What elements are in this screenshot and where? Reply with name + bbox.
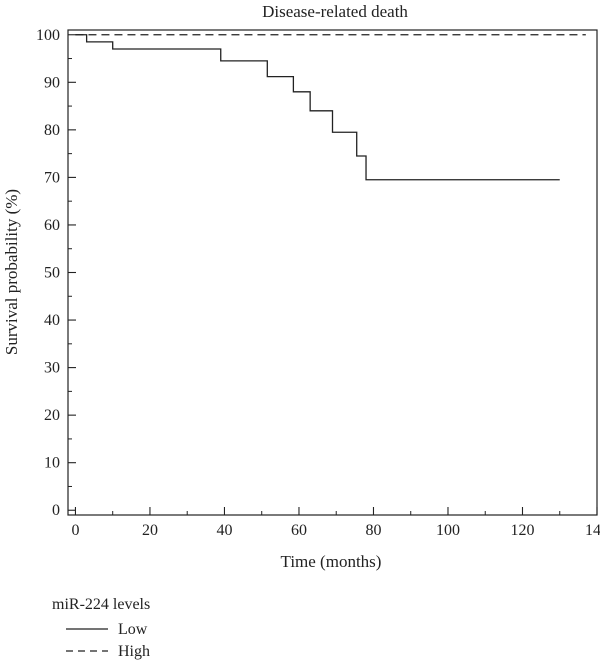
x-tick-label: 60 [291, 522, 307, 539]
x-tick-label: 120 [510, 522, 534, 539]
legend-label-low: Low [118, 621, 148, 638]
x-tick-labels: 0 20 40 60 80 100 120 140 [71, 522, 600, 539]
x-tick-label: 100 [436, 522, 460, 539]
y-tick-label: 80 [44, 122, 60, 139]
y-tick-label: 90 [44, 74, 60, 91]
y-axis-label: Survival probability (%) [2, 189, 21, 355]
axis-ticks [68, 34, 598, 515]
x-axis-label: Time (months) [281, 552, 382, 571]
y-tick-label: 50 [44, 265, 60, 282]
series-line-low [75, 34, 560, 181]
y-tick-label: 0 [52, 502, 60, 519]
legend: miR-224 levels Low High [52, 596, 150, 660]
x-tick-label: 0 [71, 522, 79, 539]
y-tick-labels: 0 10 20 30 40 50 60 70 80 90 100 [36, 27, 60, 519]
x-tick-label: 140 [585, 522, 600, 539]
y-tick-label: 60 [44, 217, 60, 234]
y-tick-label: 40 [44, 312, 60, 329]
y-tick-label: 70 [44, 169, 60, 186]
series-lines [75, 34, 586, 181]
plot-frame [67, 29, 598, 516]
y-tick-label: 20 [44, 407, 60, 424]
x-tick-label: 80 [365, 522, 381, 539]
legend-label-high: High [118, 643, 150, 660]
x-tick-label: 20 [142, 522, 158, 539]
legend-title: miR-224 levels [52, 596, 150, 613]
chart-title: Disease-related death [262, 2, 408, 21]
y-tick-label: 30 [44, 360, 60, 377]
x-tick-label: 40 [216, 522, 232, 539]
y-tick-label: 10 [44, 455, 60, 472]
y-tick-label: 100 [36, 27, 60, 44]
